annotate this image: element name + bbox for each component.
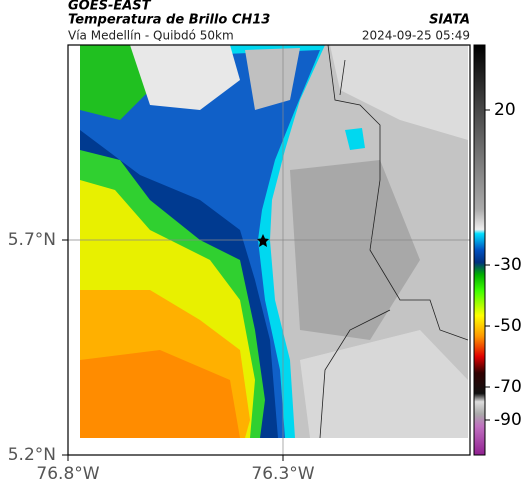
lon-tick-label: 76.3°W [251, 464, 314, 484]
source: SIATA [429, 13, 470, 28]
colorbar-tick-label: 20 [494, 100, 516, 120]
colorbar-tick-label: -30 [494, 255, 522, 275]
satellite: GOES-EAST [68, 0, 152, 14]
lat-tick-label: 5.7°N [8, 230, 56, 250]
subtitle: Vía Medellín - Quibdó 50km [68, 29, 234, 43]
map-frame [67, 44, 471, 456]
colorbar-tick-label: -90 [494, 410, 522, 430]
timestamp: 2024-09-25 05:49 [362, 29, 470, 43]
lon-tick-label: 76.8°W [36, 464, 99, 484]
colorbar [473, 44, 486, 456]
colorbar-tick-label: -70 [494, 377, 522, 397]
ticks: 5.7°N 5.2°N76.8°W 76.3°W 20 -30 -50 -70 -90 [8, 100, 522, 484]
lat-tick-label: 5.2°N [8, 445, 56, 465]
colorbar-tick-label: -50 [494, 316, 522, 336]
boundaries [319, 44, 469, 439]
title: Temperatura de Brillo CH13 [68, 13, 270, 28]
location-star [257, 234, 269, 247]
imagery [80, 45, 468, 438]
